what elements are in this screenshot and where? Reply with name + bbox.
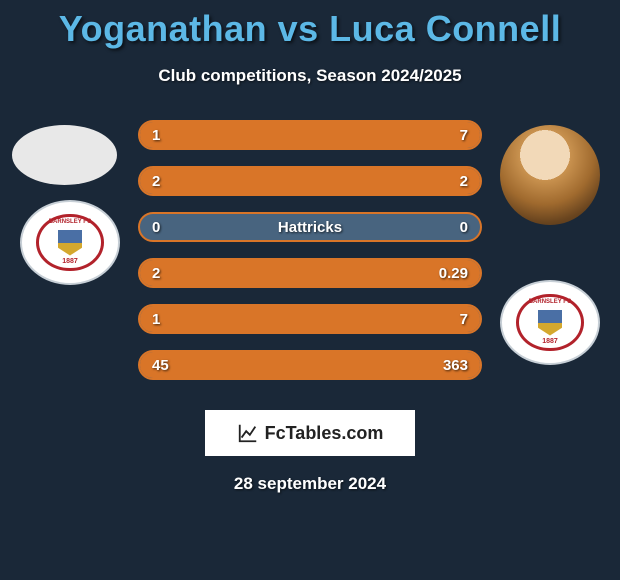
stats-container: 1Matches7 2Goals2 0 Hattricks 0 2Goals per ma… [138, 120, 482, 396]
stat-value-right: 363 [443, 357, 468, 374]
stat-value-right: 0.29 [439, 265, 468, 282]
stat-row: 1Shots per goal7 [138, 304, 482, 334]
badge-inner: BARNSLEY FC 1887 [36, 214, 103, 271]
stat-row: 2Goals per match0.29 [138, 258, 482, 288]
stat-value-right: 2 [460, 173, 468, 190]
stat-label: Hattricks [278, 219, 342, 236]
stat-value-right: 0 [460, 219, 468, 236]
badge-inner: BARNSLEY FC 1887 [516, 294, 583, 351]
stat-row: 2Goals2 [138, 166, 482, 196]
stat-row: 0 Hattricks 0 [138, 212, 482, 242]
branding-box: FcTables.com [205, 410, 415, 456]
stat-fill-right [177, 352, 480, 378]
badge-club-name: BARNSLEY FC [49, 219, 92, 225]
player-photo-left [12, 125, 117, 185]
stat-fill-left [140, 168, 310, 194]
stat-value-right: 7 [460, 311, 468, 328]
club-badge-right: BARNSLEY FC 1887 [500, 280, 600, 365]
stat-fill-right [183, 306, 481, 332]
stat-fill-left [140, 122, 183, 148]
stat-value-left: 1 [152, 127, 160, 144]
comparison-date: 28 september 2024 [0, 474, 620, 494]
stat-row: 45Min per goal363 [138, 350, 482, 380]
stat-fill-right [183, 122, 481, 148]
comparison-body: BARNSLEY FC 1887 BARNSLEY FC 1887 1Match… [0, 120, 620, 400]
stat-value-left: 2 [152, 173, 160, 190]
stat-fill-right [310, 168, 480, 194]
comparison-subtitle: Club competitions, Season 2024/2025 [0, 66, 620, 86]
chart-icon [237, 422, 259, 444]
shield-icon [58, 230, 82, 256]
stat-fill-left [140, 306, 183, 332]
shield-icon [538, 310, 562, 336]
branding-text: FcTables.com [265, 423, 384, 444]
stat-fill-left [140, 260, 436, 286]
club-badge-left: BARNSLEY FC 1887 [20, 200, 120, 285]
stat-value-left: 0 [152, 219, 160, 236]
badge-year: 1887 [542, 338, 558, 345]
stat-value-left: 45 [152, 357, 169, 374]
stat-row: 1Matches7 [138, 120, 482, 150]
stat-value-left: 2 [152, 265, 160, 282]
stat-value-right: 7 [460, 127, 468, 144]
badge-year: 1887 [62, 258, 78, 265]
stat-value-left: 1 [152, 311, 160, 328]
player-photo-right [500, 125, 600, 225]
badge-club-name: BARNSLEY FC [529, 299, 572, 305]
comparison-title: Yoganathan vs Luca Connell [0, 0, 620, 50]
